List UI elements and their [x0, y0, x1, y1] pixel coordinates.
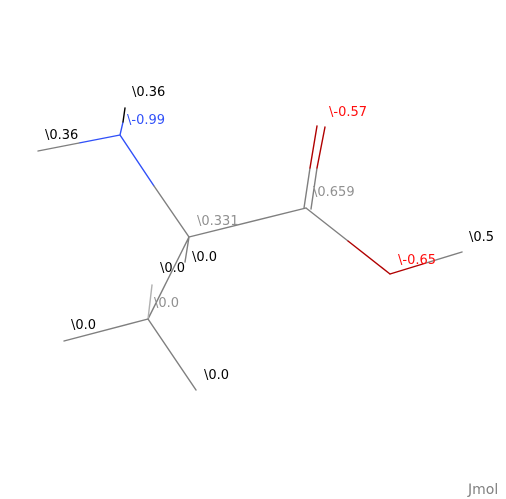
bond-cbeta-h-left: [63, 318, 149, 342]
label-h-o[interactable]: \0.5: [469, 230, 494, 245]
label-h-beta-2[interactable]: \0.0: [71, 318, 96, 333]
bond-cbeta-h-up: [147, 284, 153, 320]
label-o-double[interactable]: \-0.57: [329, 105, 367, 120]
bond-n-h-top: [119, 121, 124, 136]
bond-calpha-cbeta: [147, 236, 190, 320]
bond-c-o-double-1o: [309, 125, 318, 169]
bond-o-h-h: [425, 251, 463, 264]
bond-c-oh-c: [305, 207, 349, 242]
label-o-oh[interactable]: \-0.65: [398, 253, 436, 268]
label-c-beta[interactable]: \0.0: [154, 296, 179, 311]
bond-calpha-ccarb: [188, 207, 307, 238]
bond-c-o-double-2c: [310, 167, 318, 210]
bond-n-calpha-n: [119, 134, 155, 187]
bond-calpha-h: [184, 236, 190, 263]
label-h-beta-3[interactable]: \0.0: [204, 368, 229, 383]
jmol-logo: Jmol: [467, 482, 498, 498]
bond-cbeta-h-down: [147, 318, 197, 391]
bond-n-calpha-c: [153, 185, 190, 238]
label-n[interactable]: \-0.99: [127, 113, 165, 128]
atom-labels: \0.36 \-0.99 \0.36 \-0.57 \0.659 \0.5 \0…: [45, 85, 494, 383]
bond-n-h-left-n: [78, 134, 121, 144]
label-c-carb[interactable]: \0.659: [313, 185, 355, 200]
bond-c-o-double-1c: [303, 167, 311, 209]
bonds: [37, 107, 463, 391]
label-h-n-left[interactable]: \0.36: [45, 128, 78, 143]
label-c-alpha[interactable]: \0.331: [197, 214, 239, 229]
bond-o-h-o: [389, 262, 427, 275]
bond-n-h-top-h: [122, 107, 126, 123]
label-h-alpha[interactable]: \0.0: [192, 250, 217, 265]
bond-n-h-left-h: [37, 142, 80, 152]
bond-c-o-double-2o: [316, 126, 326, 169]
label-h-beta-1[interactable]: \0.0: [160, 261, 185, 276]
label-h-n-top[interactable]: \0.36: [132, 85, 165, 100]
bond-c-oh-o: [347, 240, 391, 275]
